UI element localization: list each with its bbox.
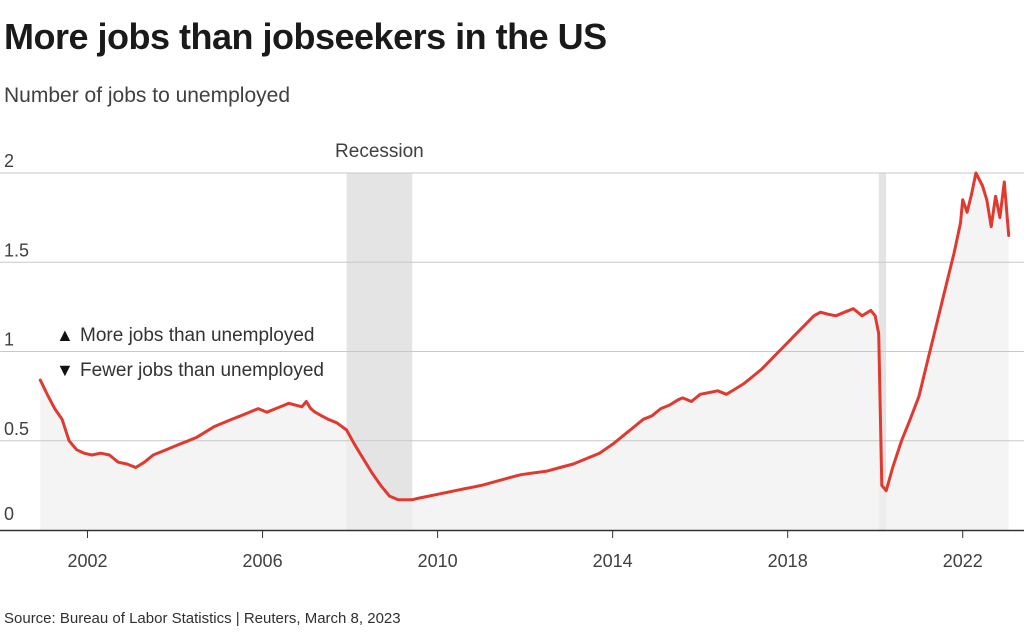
- x-tick-label-2022: 2022: [943, 551, 983, 571]
- y-tick-label-1.5: 1.5: [4, 240, 29, 260]
- gridlines: [0, 172, 1024, 442]
- legend-label-1: Fewer jobs than unemployed: [80, 360, 324, 381]
- y-tick-label-0.5: 0.5: [4, 419, 29, 439]
- triangle-up-icon: ▲: [56, 325, 74, 345]
- y-tick-label-1: 1: [4, 330, 14, 350]
- x-tick-label-2006: 2006: [243, 551, 283, 571]
- legend-label-0: More jobs than unemployed: [80, 325, 314, 346]
- source-note: Source: Bureau of Labor Statistics | Reu…: [4, 610, 401, 627]
- chart-title: More jobs than jobseekers in the US: [4, 16, 607, 57]
- chart-subtitle: Number of jobs to unemployed: [4, 84, 290, 107]
- y-tick-label-2: 2: [4, 151, 14, 171]
- y-tick-label-0: 0: [4, 504, 14, 524]
- x-tick-label-2018: 2018: [768, 551, 808, 571]
- series-line: [38, 171, 1011, 502]
- x-tick-label-2002: 2002: [67, 551, 107, 571]
- axis-labels: 0 0.5 1 1.5 2: [4, 151, 29, 524]
- recession-label: Recession: [335, 141, 424, 162]
- legend: ▲ More jobs than unemployed ▼ Fewer jobs th…: [56, 325, 324, 381]
- x-axis: 2002 2006 2010 2014 2018 2022: [0, 529, 1024, 571]
- line-group: [38, 171, 1011, 502]
- x-tick-label-2010: 2010: [418, 551, 458, 571]
- triangle-down-icon: ▼: [56, 360, 74, 380]
- x-tick-label-2014: 2014: [593, 551, 633, 571]
